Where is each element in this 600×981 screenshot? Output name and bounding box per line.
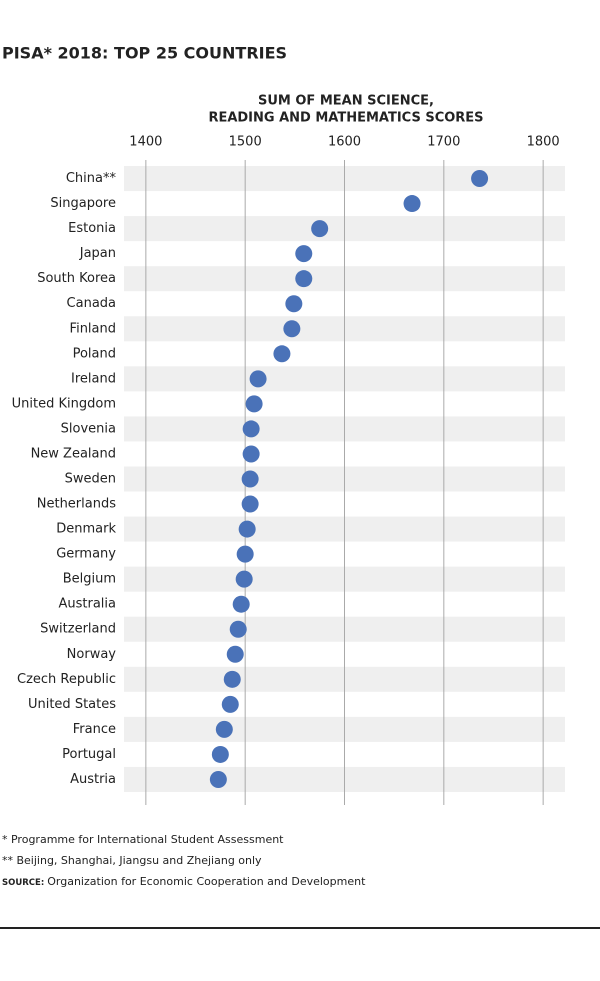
- dot: [249, 370, 267, 388]
- dot: [285, 295, 303, 313]
- y-tick-label: Slovenia: [61, 421, 116, 436]
- dot: [241, 470, 259, 488]
- y-tick-label: Sweden: [65, 472, 116, 487]
- x-tick-label: 1800: [527, 135, 560, 150]
- y-tick-label: Japan: [79, 246, 116, 261]
- y-tick-label: Finland: [70, 321, 116, 336]
- dot: [215, 720, 233, 738]
- dot: [283, 320, 301, 338]
- y-tick-label: China**: [66, 171, 117, 186]
- dot: [242, 420, 260, 438]
- x-tick-label: 1600: [328, 135, 361, 150]
- x-tick-label: 1500: [229, 135, 262, 150]
- source-text: Organization for Economic Cooperation an…: [47, 875, 366, 888]
- y-tick-label: Portugal: [62, 747, 116, 762]
- dot: [273, 345, 291, 363]
- dot: [209, 770, 227, 788]
- y-tick-label: Denmark: [56, 522, 116, 537]
- dot: [403, 195, 421, 213]
- axis-title: READING AND MATHEMATICS SCORES: [208, 111, 483, 126]
- chart-title: PISA* 2018: TOP 25 COUNTRIES: [2, 44, 287, 63]
- y-tick-label: Poland: [73, 346, 116, 361]
- y-tick-label: France: [73, 722, 116, 737]
- y-tick-label: Netherlands: [37, 497, 116, 512]
- y-tick-label: Norway: [67, 647, 117, 662]
- y-tick-label: Singapore: [50, 196, 116, 211]
- dot: [311, 220, 329, 238]
- y-tick-label: Australia: [58, 597, 116, 612]
- dot: [235, 570, 253, 588]
- dot: [221, 695, 239, 713]
- footnote: * Programme for International Student As…: [2, 833, 284, 846]
- y-tick-label: South Korea: [37, 271, 116, 286]
- source-label: SOURCE:: [2, 878, 44, 888]
- y-tick-label: Switzerland: [40, 622, 116, 637]
- dot: [223, 670, 241, 688]
- dot: [211, 745, 229, 763]
- dot: [471, 170, 489, 188]
- dot: [242, 445, 260, 463]
- dot: [232, 595, 250, 613]
- dot: [236, 545, 254, 563]
- y-tick-label: United Kingdom: [12, 396, 116, 411]
- y-tick-label: Ireland: [71, 371, 116, 386]
- y-tick-label: Belgium: [63, 572, 116, 587]
- dot: [226, 645, 244, 663]
- y-tick-label: New Zealand: [31, 446, 116, 461]
- dot: [238, 520, 256, 538]
- dot: [295, 270, 313, 288]
- dot: [241, 495, 259, 513]
- y-tick-label: Canada: [67, 296, 116, 311]
- y-tick-label: Czech Republic: [17, 672, 116, 687]
- x-tick-label: 1700: [427, 135, 460, 150]
- source: SOURCE: Organization for Economic Coopera…: [2, 875, 366, 888]
- dot: [245, 395, 263, 413]
- dot: [229, 620, 247, 638]
- axis-title: SUM OF MEAN SCIENCE,: [258, 94, 434, 109]
- y-tick-label: Austria: [70, 772, 116, 787]
- footnote: ** Beijing, Shanghai, Jiangsu and Zhejia…: [2, 854, 262, 867]
- y-tick-label: United States: [28, 697, 116, 712]
- y-tick-label: Estonia: [68, 221, 116, 236]
- x-tick-label: 1400: [129, 135, 162, 150]
- y-tick-label: Germany: [56, 547, 116, 562]
- dot: [295, 245, 313, 263]
